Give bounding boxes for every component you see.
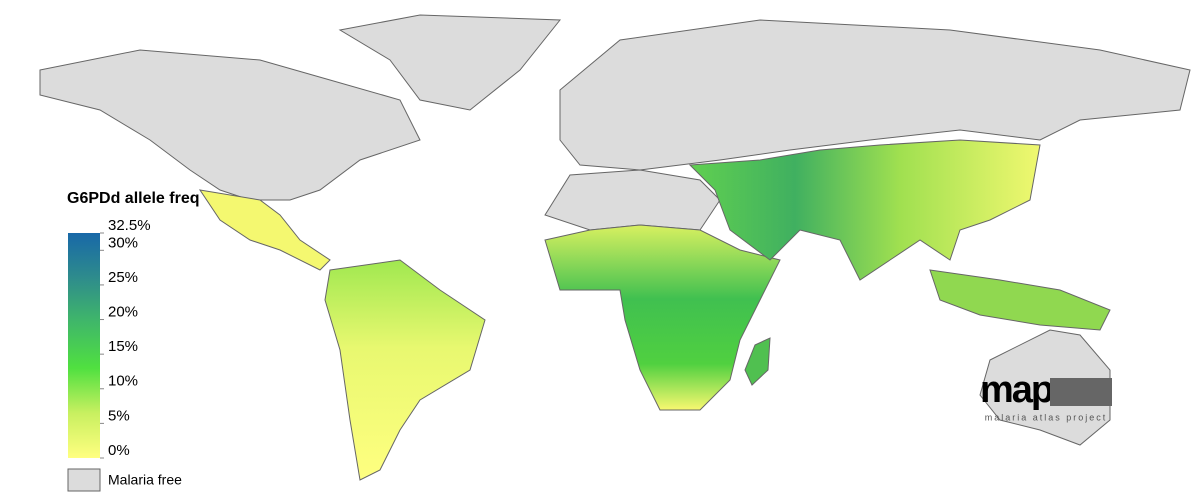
greenland: [338, 14, 562, 111]
europe-russia: [559, 19, 1191, 171]
australia: [979, 329, 1111, 446]
legend-tick-label: 10%: [108, 373, 138, 390]
legend-tick-label: 20%: [108, 304, 138, 321]
north-africa: [544, 169, 721, 231]
malaria-free-label: Malaria free: [108, 472, 182, 488]
legend-tick-label: 0%: [108, 442, 130, 459]
legend-title: G6PDd allele freq: [67, 190, 200, 207]
logo-subtitle: malaria atlas project: [985, 412, 1108, 422]
legend-tick-label: 25%: [108, 269, 138, 286]
malaria-free-swatch: [67, 468, 101, 492]
logo: map malaria atlas project: [980, 369, 1112, 422]
colorbar: [68, 233, 100, 458]
legend-tick-label: 5%: [108, 407, 130, 424]
central-america: [198, 189, 331, 271]
asia: [688, 139, 1041, 281]
africa: [544, 224, 781, 411]
southeast-asia: [929, 269, 1111, 331]
legend-tick-label: 32.5%: [108, 217, 151, 234]
legend-tick-label: 15%: [108, 338, 138, 355]
legend-tick-label: 30%: [108, 234, 138, 251]
south-america: [324, 259, 486, 481]
madagascar: [744, 337, 771, 386]
logo-box: [1050, 378, 1112, 406]
basemap: [39, 14, 1191, 481]
logo-name: map: [980, 369, 1053, 411]
legend: G6PDd allele freq Malaria free 32.5%30% 2…: [67, 190, 200, 492]
north-america: [39, 49, 421, 201]
